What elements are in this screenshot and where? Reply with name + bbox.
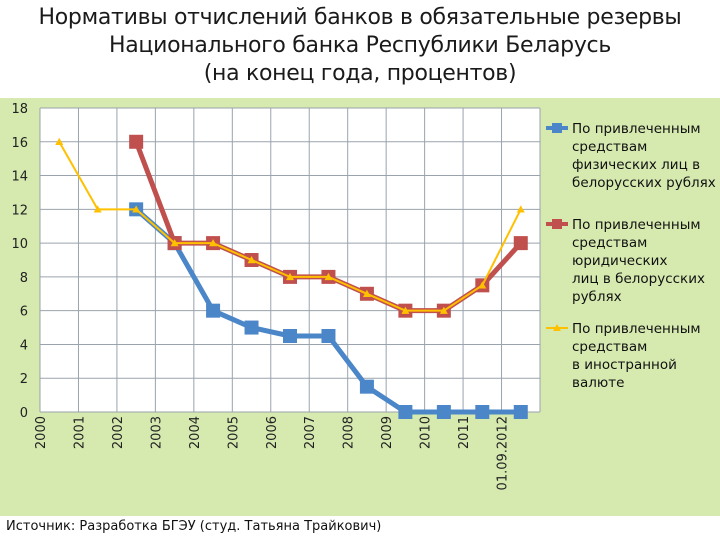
data-point [398,405,413,419]
y-tick-label: 2 [20,372,28,387]
chart-title-line-2: Национального банка Республики Беларусь [108,33,612,58]
data-point [362,289,371,297]
x-tick-label: 2006 [265,416,280,449]
data-point [478,281,487,289]
x-tick-label: 2010 [419,416,434,449]
chart-title-line-1: Нормативы отчислений банков в обязательн… [38,5,682,30]
x-tick-label: 2004 [188,416,203,449]
y-tick-labels: 0 2 4 6 8 10 12 14 16 18 [11,102,28,421]
legend-label-line: По привлеченным [572,217,701,233]
x-tick-label: 2003 [149,416,164,449]
data-point [247,256,256,264]
legend: По привлеченным средствам физических лиц в… [546,121,716,391]
line-chart: 0 2 4 6 8 10 12 14 16 18 2000 2001 2002 2003 2004 2005… [11,102,716,490]
legend-label-line: По привлеченным [572,121,701,137]
legend-label-line: лиц в белорусских [572,271,705,287]
legend-item-2: По привлеченным средствам юридических лиц в… [546,217,705,305]
y-tick-label: 16 [11,136,28,151]
data-point [359,379,374,394]
data-point [439,306,448,314]
data-point [436,405,451,419]
y-tick-label: 14 [11,170,28,185]
chart-panel: 0 2 4 6 8 10 12 14 16 18 2000 2001 2002 2003 2004 2005… [0,98,720,516]
data-point [170,239,179,247]
legend-label-line: юридических [572,253,667,269]
x-tick-label: 2011 [457,416,472,449]
data-point [401,306,410,314]
y-tick-label: 12 [11,203,28,218]
title-block: Нормативы отчислений банков в обязательн… [0,0,720,98]
x-tick-label: 2002 [111,416,126,449]
data-point [513,236,528,251]
data-point [513,405,528,419]
data-point [206,303,221,318]
x-tick-label: 2009 [380,416,395,449]
legend-label-line: средствам [572,139,647,155]
series-1 [129,202,528,419]
x-tick-label: 2005 [226,416,241,449]
data-point [93,205,102,213]
data-point [283,329,297,343]
data-point [244,320,259,335]
legend-marker [553,324,561,331]
chart-title-line-3: (на конец года, процентов) [203,61,517,86]
source-note: Источник: Разработка БГЭУ (студ. Татьяна… [6,519,382,534]
x-tick-label: 01.09.2012 [496,416,511,490]
data-point [286,272,294,281]
data-point [516,205,525,213]
data-point [55,137,64,145]
legend-label-line: средствам [572,235,647,251]
y-tick-label: 6 [20,305,28,320]
data-point [129,134,144,149]
legend-marker [552,219,562,229]
data-point [324,272,333,281]
x-tick-labels: 2000 2001 2002 2003 2004 2005 2006 2007 2008 2009… [34,416,511,490]
legend-label-line: рублях [572,289,622,305]
series-3 [55,137,525,314]
data-point [209,239,218,247]
legend-label-line: в иностранной [572,357,677,373]
y-tick-label: 18 [11,102,28,117]
y-tick-label: 10 [11,237,28,252]
legend-label-line: белорусских рублях [572,175,716,191]
x-tick-label: 2001 [72,416,87,449]
y-tick-label: 4 [20,338,28,353]
grid [39,107,541,413]
legend-label-line: средствам [572,339,647,355]
x-tick-label: 2000 [34,416,49,449]
plot-area [40,108,540,412]
legend-label-line: физических лиц в [572,157,700,173]
legend-item-1: По привлеченным средствам физических лиц в… [546,121,716,191]
x-tick-label: 2008 [342,416,357,449]
series-group [55,134,528,419]
legend-marker [552,123,562,133]
y-tick-label: 0 [20,406,28,421]
data-point [321,329,336,343]
data-point [132,205,141,213]
data-point [475,405,490,419]
x-tick-label: 2007 [303,416,318,449]
legend-label-line: По привлеченным [572,321,701,337]
y-tick-label: 8 [20,271,28,286]
legend-item-3: По привлеченным средствам в иностранной вал… [546,321,701,391]
legend-label-line: валюте [572,375,624,391]
footer: Источник: Разработка БГЭУ (студ. Татьяна… [0,516,720,540]
